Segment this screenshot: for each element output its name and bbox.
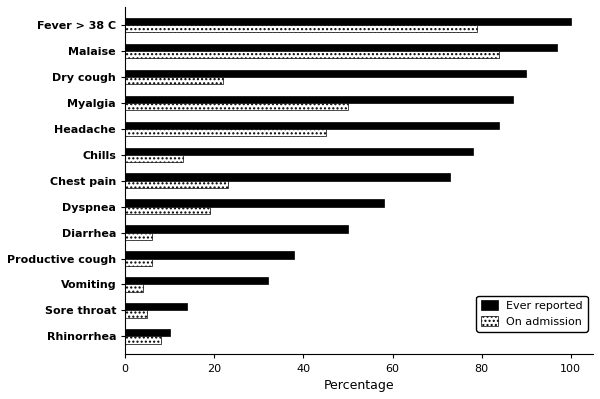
Bar <box>125 277 268 284</box>
Bar <box>125 207 210 214</box>
Bar <box>125 122 499 129</box>
Bar <box>125 96 513 103</box>
Bar <box>125 51 499 58</box>
Bar <box>125 259 152 266</box>
Bar <box>125 303 187 310</box>
Bar <box>125 329 170 336</box>
Bar <box>125 18 571 25</box>
Bar <box>125 44 557 51</box>
Bar <box>125 181 227 188</box>
Bar <box>125 200 383 207</box>
Legend: Ever reported, On admission: Ever reported, On admission <box>476 296 587 332</box>
Bar <box>125 25 477 32</box>
Bar <box>125 155 183 162</box>
Bar <box>125 233 152 240</box>
Bar <box>125 103 348 110</box>
Bar <box>125 148 473 155</box>
Bar <box>125 174 451 181</box>
Bar <box>125 225 348 233</box>
Bar <box>125 284 143 292</box>
Bar <box>125 310 148 318</box>
Bar <box>125 251 295 259</box>
Bar <box>125 129 326 136</box>
Bar <box>125 336 161 344</box>
Bar <box>125 77 223 84</box>
X-axis label: Percentage: Percentage <box>324 379 394 392</box>
Bar <box>125 70 526 77</box>
